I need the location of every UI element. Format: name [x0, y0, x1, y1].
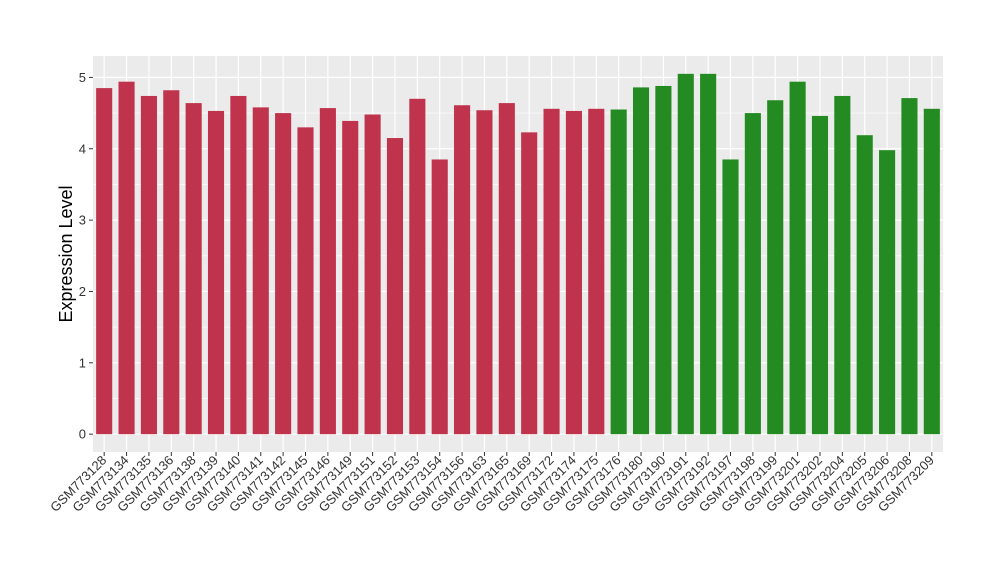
bar-GSM773138: [185, 103, 202, 435]
bar-GSM773165: [498, 103, 515, 435]
bar-GSM773172: [543, 108, 560, 435]
bar-GSM773153: [409, 98, 426, 435]
bar-GSM773206: [879, 150, 896, 435]
bar-GSM773198: [744, 113, 761, 435]
bar-GSM773191: [677, 73, 694, 435]
x-axis: GSM773128GSM773134GSM773135GSM773136GSM7…: [47, 452, 937, 515]
y-tick-label: 2: [79, 284, 86, 299]
y-axis-title: Expression Level: [56, 185, 76, 322]
y-tick-label: 3: [79, 213, 86, 228]
bar-GSM773175: [588, 108, 605, 435]
bar-GSM773149: [342, 120, 359, 435]
bar-GSM773154: [431, 159, 448, 435]
bar-GSM773190: [655, 85, 672, 435]
y-tick-label: 1: [79, 355, 86, 370]
bar-GSM773151: [364, 114, 381, 435]
bar-GSM773134: [118, 81, 135, 435]
bar-GSM773208: [901, 98, 918, 435]
bar-GSM773163: [476, 110, 493, 435]
bar-GSM773169: [521, 132, 538, 435]
bar-GSM773209: [923, 108, 940, 435]
y-tick-label: 4: [79, 141, 86, 156]
y-axis: 0 1 2 3 4 5: [79, 70, 93, 442]
bar-GSM773145: [297, 127, 314, 435]
bar-GSM773202: [811, 115, 829, 435]
bar-GSM773156: [454, 105, 471, 435]
bars: [96, 73, 940, 435]
bar-GSM773205: [856, 135, 873, 435]
bar-GSM773180: [632, 87, 650, 435]
y-tick-label: 5: [79, 70, 86, 85]
bar-GSM773176: [610, 109, 627, 435]
bar-GSM773140: [230, 95, 247, 435]
bar-GSM773139: [207, 110, 225, 435]
bar-GSM773146: [319, 108, 336, 435]
bar-GSM773197: [722, 159, 739, 435]
bar-GSM773135: [140, 95, 157, 435]
bar-GSM773152: [386, 138, 404, 435]
bar-GSM773192: [700, 73, 717, 435]
bar-GSM773199: [767, 100, 784, 435]
bar-GSM773174: [565, 110, 582, 435]
bar-GSM773142: [275, 113, 292, 435]
bar-GSM773141: [252, 107, 269, 435]
bar-GSM773136: [163, 90, 180, 435]
y-tick-label: 0: [79, 427, 86, 442]
bar-GSM773128: [96, 88, 113, 435]
bar-GSM773201: [789, 81, 806, 435]
bar-GSM773204: [834, 95, 851, 435]
